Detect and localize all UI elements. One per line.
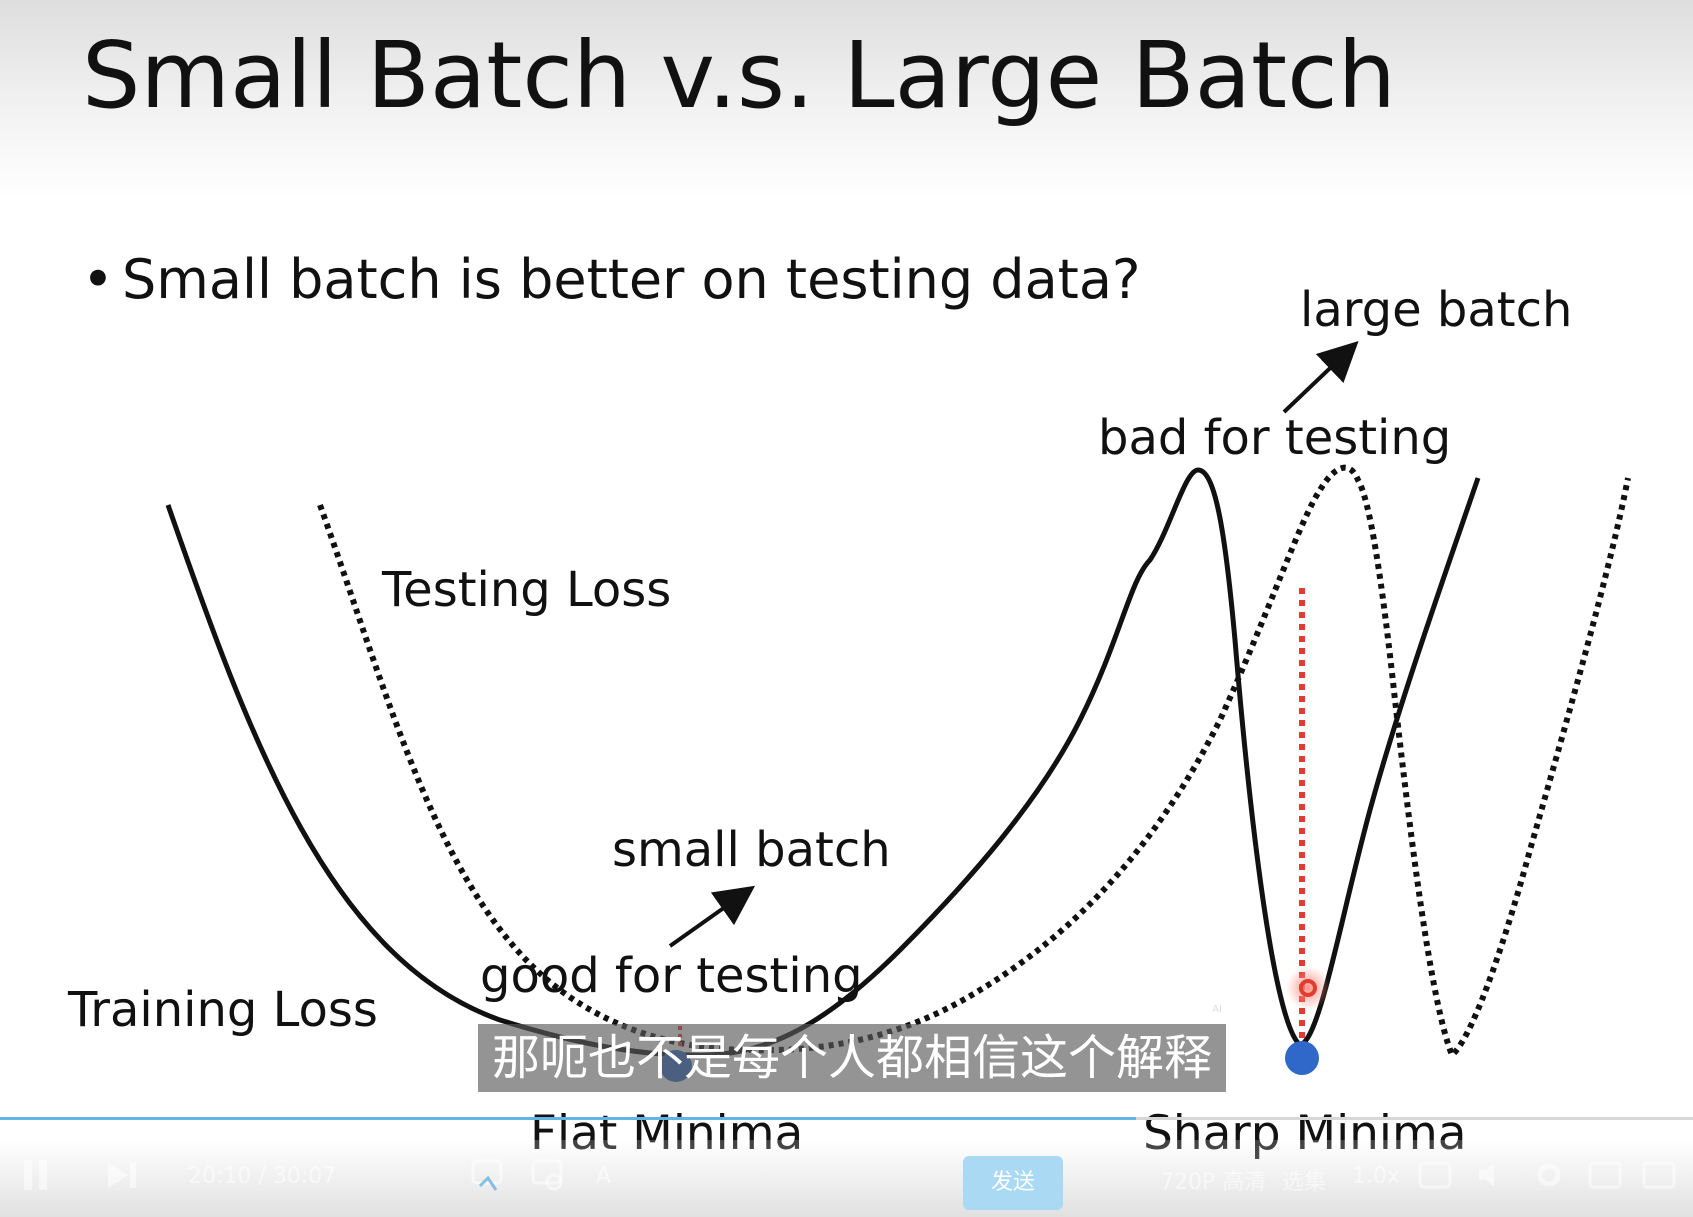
video-control-bar: 20:10 / 30:07 A 720P 高清 选集 1.0x [0, 1140, 1693, 1217]
settings-gear-icon[interactable] [1532, 1158, 1566, 1192]
slide-title: Small Batch v.s. Large Batch [82, 22, 1396, 129]
time-current: 20:10 [188, 1164, 252, 1189]
small-batch-arrow-icon [668, 885, 756, 948]
pause-icon[interactable] [22, 1158, 50, 1192]
send-danmaku-button[interactable]: 发送 [963, 1156, 1063, 1210]
sharp-minima-test-point [1299, 979, 1317, 997]
video-progress-bar[interactable] [0, 1117, 1693, 1120]
bad-for-testing-label: bad for testing [1098, 410, 1452, 466]
slide-bullet: • Small batch is better on testing data? [82, 248, 1141, 311]
training-loss-label: Training Loss [68, 982, 378, 1038]
video-subtitle: 那呃也不是每个人都相信这个解释 AI [478, 1004, 1227, 1092]
sharp-minima-point [1285, 1041, 1319, 1075]
sharp-minima-glow [1286, 966, 1330, 1010]
volume-icon[interactable] [1476, 1160, 1508, 1190]
danmaku-settings-icon[interactable] [530, 1156, 566, 1192]
slide-header-band [0, 0, 1693, 200]
video-progress-fill [0, 1117, 1136, 1120]
subtitle-text: 那呃也不是每个人都相信这个解释 [492, 1030, 1213, 1086]
large-batch-arrow-icon [1282, 340, 1359, 414]
next-icon[interactable] [106, 1160, 138, 1190]
bullet-text: Small batch is better on testing data? [122, 248, 1141, 311]
ai-subtitle-mark: AI [1212, 1004, 1223, 1015]
speed-button[interactable]: 1.0x [1352, 1164, 1401, 1189]
fullscreen-icon[interactable] [1642, 1160, 1676, 1190]
danmaku-toggle-icon[interactable] [470, 1156, 506, 1192]
time-display: 20:10 / 30:07 [188, 1164, 337, 1189]
bullet-dot-icon: • [82, 248, 114, 311]
danmaku-input-area[interactable]: A [596, 1164, 612, 1189]
time-total: 30:07 [272, 1164, 337, 1189]
testing-loss-label: Testing Loss [382, 562, 672, 618]
subtitle-toggle-icon[interactable] [1418, 1160, 1452, 1190]
small-batch-label: small batch [612, 822, 891, 878]
large-batch-label: large batch [1300, 282, 1573, 338]
episode-select-button[interactable]: 选集 [1282, 1170, 1327, 1195]
good-for-testing-label: good for testing [480, 948, 863, 1004]
picture-in-picture-icon[interactable] [1588, 1160, 1622, 1190]
quality-button[interactable]: 720P 高清 [1160, 1170, 1267, 1195]
